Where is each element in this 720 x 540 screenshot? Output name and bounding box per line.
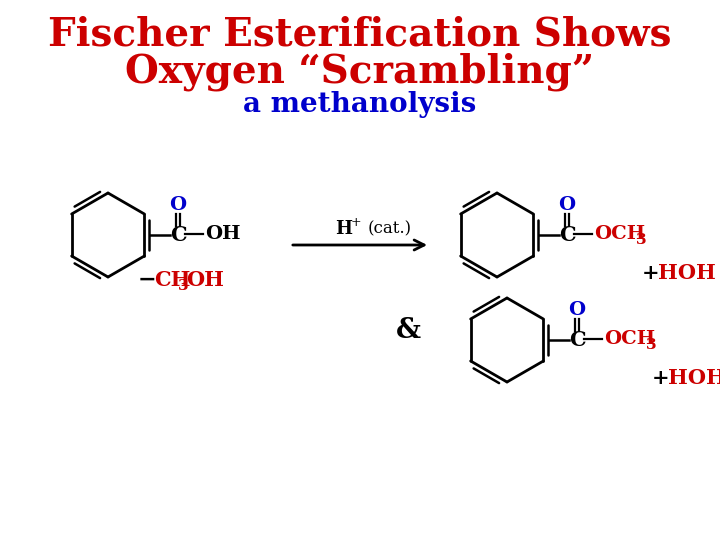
- Text: O: O: [568, 301, 585, 319]
- Text: OH: OH: [186, 270, 224, 290]
- Text: 3: 3: [178, 279, 189, 293]
- Text: +: +: [642, 263, 660, 283]
- Text: +: +: [652, 368, 670, 388]
- Text: O: O: [559, 196, 575, 214]
- Text: C: C: [559, 225, 575, 245]
- Text: &: &: [395, 316, 420, 343]
- Text: 3: 3: [636, 233, 647, 247]
- Text: Oxygen “Scrambling”: Oxygen “Scrambling”: [125, 53, 595, 91]
- Text: Fischer Esterification Shows: Fischer Esterification Shows: [48, 16, 672, 54]
- Text: CH: CH: [154, 270, 191, 290]
- Text: HOH: HOH: [668, 368, 720, 388]
- Text: OCH: OCH: [594, 225, 645, 243]
- Text: HOH: HOH: [658, 263, 716, 283]
- Text: C: C: [170, 225, 186, 245]
- Text: OCH: OCH: [604, 330, 655, 348]
- Text: H: H: [335, 220, 352, 238]
- Text: 3: 3: [646, 338, 657, 352]
- Text: +: +: [351, 217, 361, 230]
- Text: −: −: [138, 269, 157, 291]
- Text: O: O: [169, 196, 186, 214]
- Text: OH: OH: [205, 225, 240, 243]
- Text: (cat.): (cat.): [368, 220, 412, 238]
- Text: C: C: [569, 330, 585, 350]
- Text: a methanolysis: a methanolysis: [243, 91, 477, 118]
